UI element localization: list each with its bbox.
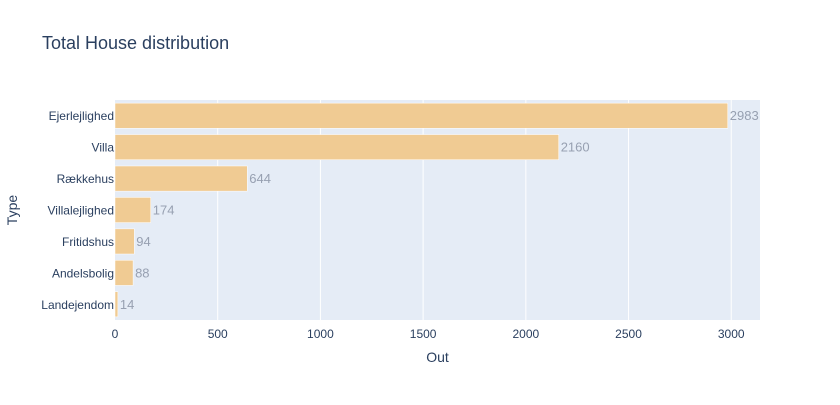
y-tick-label: Fritidshus [62, 235, 114, 249]
data-label: 2160 [561, 140, 590, 155]
data-label: 88 [135, 265, 149, 280]
x-tick-label: 500 [208, 327, 228, 341]
bar[interactable] [115, 229, 134, 254]
x-tick-label: 1000 [307, 327, 334, 341]
y-tick-label: Villalejlighed [48, 204, 115, 218]
x-tick-label: 0 [112, 327, 119, 341]
data-label: 14 [120, 297, 134, 312]
bar[interactable] [115, 292, 118, 317]
y-tick-label: Ejerlejlighed [49, 109, 114, 123]
x-axis-title: Out [426, 349, 449, 365]
data-label: 2983 [730, 108, 759, 123]
x-tick-label: 1500 [410, 327, 437, 341]
x-tick-labels: 0 500 1000 1500 2000 2500 3000 [112, 327, 745, 341]
y-tick-label: Villa [92, 141, 115, 155]
bar[interactable] [115, 135, 559, 160]
y-tick-label: Andelsbolig [52, 266, 114, 280]
y-tick-labels: Ejerlejlighed Villa Rækkehus Villalejlighed… [41, 109, 114, 312]
bar[interactable] [115, 103, 728, 128]
data-label: 94 [136, 234, 150, 249]
y-axis-title: Type [4, 195, 20, 226]
bar[interactable] [115, 260, 133, 285]
plot-area [115, 100, 760, 320]
data-label: 174 [153, 203, 175, 218]
x-tick-label: 2500 [615, 327, 642, 341]
y-tick-label: Rækkehus [57, 172, 114, 186]
x-tick-label: 2000 [512, 327, 539, 341]
bar[interactable] [115, 197, 151, 222]
chart-title: Total House distribution [42, 33, 229, 54]
bar[interactable] [115, 166, 247, 191]
y-tick-label: Landejendom [41, 298, 114, 312]
data-label: 644 [249, 171, 271, 186]
x-tick-label: 3000 [718, 327, 745, 341]
